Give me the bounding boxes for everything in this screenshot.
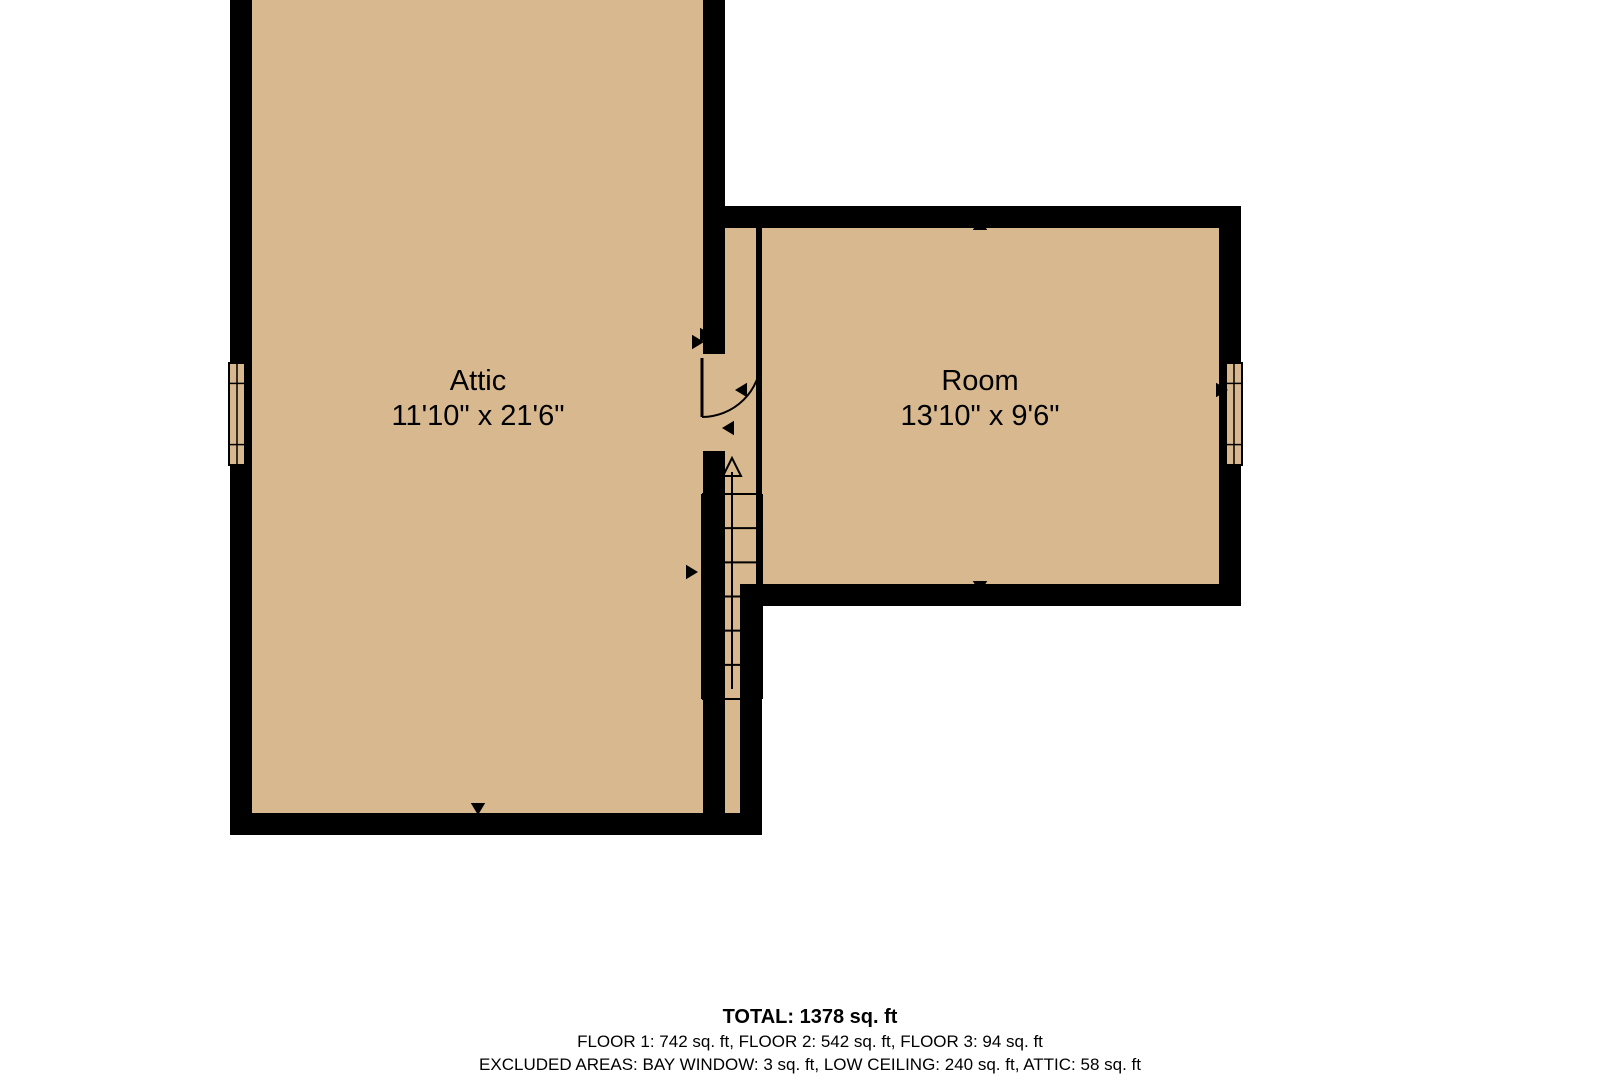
room-name: Attic — [450, 365, 506, 397]
floorplan-svg: Attic11'10" x 21'6" Room13'10" x 9'6" — [0, 0, 1620, 1080]
footer-block: TOTAL: 1378 sq. ft FLOOR 1: 742 sq. ft, … — [0, 1004, 1620, 1077]
room-dims: 13'10" x 9'6" — [900, 400, 1059, 432]
footer-total: TOTAL: 1378 sq. ft — [0, 1004, 1620, 1031]
window — [1226, 363, 1242, 465]
partition-bottom — [703, 451, 725, 813]
footer-floors: FLOOR 1: 742 sq. ft, FLOOR 2: 542 sq. ft… — [0, 1031, 1620, 1054]
window — [229, 363, 245, 465]
footer-excluded: EXCLUDED AREAS: BAY WINDOW: 3 sq. ft, LO… — [0, 1054, 1620, 1077]
room-name: Room — [941, 365, 1018, 397]
room-dims: 11'10" x 21'6" — [391, 400, 564, 432]
